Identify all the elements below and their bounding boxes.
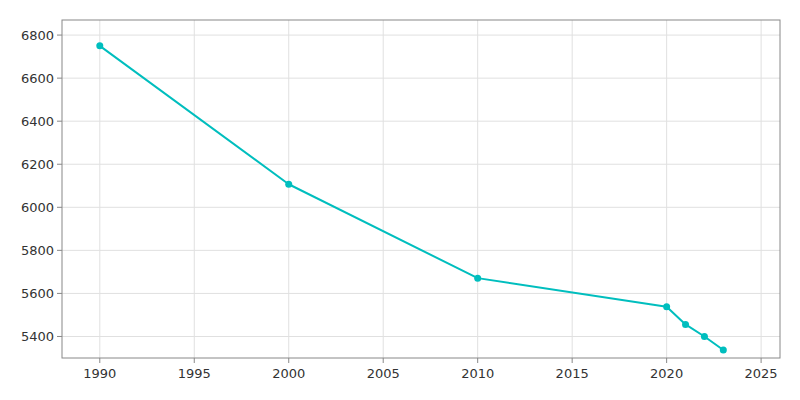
- x-tick-label: 2020: [650, 366, 683, 381]
- grid-line-y: [62, 336, 780, 337]
- grid-line-x: [572, 20, 573, 358]
- plot-area: [96, 42, 727, 353]
- y-tick-label: 6200: [21, 157, 54, 172]
- x-tick-label: 2005: [367, 366, 400, 381]
- grid-line-x: [99, 20, 100, 358]
- y-tick: [57, 207, 62, 208]
- grid-line-x: [194, 20, 195, 358]
- grid-line-y: [62, 164, 780, 165]
- x-tick: [477, 358, 478, 363]
- x-tick: [572, 358, 573, 363]
- y-tick: [57, 293, 62, 294]
- y-tick: [57, 35, 62, 36]
- grid-line-y: [62, 35, 780, 36]
- y-tick-label: 6800: [21, 28, 54, 43]
- y-tick: [57, 78, 62, 79]
- grid-line-x: [383, 20, 384, 358]
- y-tick: [57, 121, 62, 122]
- grid-line-y: [62, 121, 780, 122]
- x-tick-label: 2025: [745, 366, 778, 381]
- x-tick: [288, 358, 289, 363]
- y-tick-label: 5600: [21, 286, 54, 301]
- y-tick-label: 5400: [21, 329, 54, 344]
- point: [682, 321, 689, 328]
- grid-line-y: [62, 293, 780, 294]
- y-tick-label: 6400: [21, 114, 54, 129]
- x-tick: [194, 358, 195, 363]
- chart: 1990 1995 2000 2005 2010 2015 2020 2025 5400 5600…: [0, 0, 800, 400]
- point: [285, 181, 292, 188]
- y-tick: [57, 250, 62, 251]
- plot-frame: [62, 20, 780, 358]
- y-tick: [57, 336, 62, 337]
- line: [100, 46, 724, 350]
- axes: 1990 1995 2000 2005 2010 2015 2020 2025 5400 5600…: [21, 28, 778, 381]
- y-tick-label: 6000: [21, 200, 54, 215]
- grid-line-x: [477, 20, 478, 358]
- x-tick-label: 2000: [272, 366, 305, 381]
- point: [701, 333, 708, 340]
- grid-line-x: [761, 20, 762, 358]
- point: [474, 275, 481, 282]
- x-tick-label: 1990: [83, 366, 116, 381]
- point: [96, 42, 103, 49]
- x-tick: [99, 358, 100, 363]
- y-tick-label: 6600: [21, 71, 54, 86]
- x-tick: [383, 358, 384, 363]
- grid: [62, 20, 780, 358]
- y-tick-label: 5800: [21, 243, 54, 258]
- point: [663, 303, 670, 310]
- grid-line-y: [62, 207, 780, 208]
- x-tick-label: 1995: [178, 366, 211, 381]
- point: [720, 347, 727, 354]
- chart-container: 1990 1995 2000 2005 2010 2015 2020 2025 5400 5600…: [0, 0, 800, 400]
- grid-line-y: [62, 78, 780, 79]
- y-tick: [57, 164, 62, 165]
- x-tick-label: 2010: [461, 366, 494, 381]
- x-tick: [666, 358, 667, 363]
- grid-line-x: [288, 20, 289, 358]
- x-tick-label: 2015: [556, 366, 589, 381]
- x-tick: [761, 358, 762, 363]
